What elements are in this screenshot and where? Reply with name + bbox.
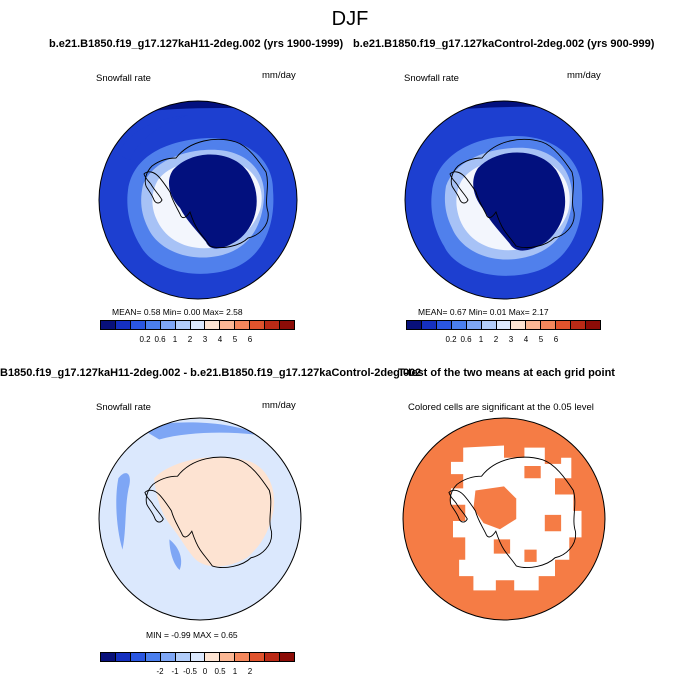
panel1-stats: MEAN= 0.58 Min= 0.00 Max= 2.58 <box>112 307 243 317</box>
panel1-colorbar-ticks: 0.2 0.6 1 2 3 4 5 6 <box>100 335 295 347</box>
colorbar-swatch <box>190 321 206 329</box>
colorbar-swatch <box>205 321 221 329</box>
colorbar-swatch <box>220 321 236 329</box>
colorbar-tick-label: 0.5 <box>214 667 226 676</box>
colorbar-swatch <box>481 321 497 329</box>
colorbar-tick-label: 6 <box>247 335 253 344</box>
colorbar-tick-label: -2 <box>156 667 164 676</box>
colorbar-swatch <box>511 321 527 329</box>
panel3-colorbar-ticks: -2 -1 -0.5 0 0.5 1 2 <box>100 667 295 679</box>
colorbar-swatch <box>160 653 176 661</box>
colorbar-swatch <box>407 321 422 329</box>
colorbar-swatch <box>265 653 281 661</box>
colorbar-tick-label: 5 <box>232 335 238 344</box>
colorbar-swatch <box>130 321 146 329</box>
panel3-variable-label: Snowfall rate <box>96 402 151 413</box>
colorbar-tick-label: -0.5 <box>183 667 197 676</box>
panel3-stats: MIN = -0.99 MAX = 0.65 <box>146 630 238 640</box>
colorbar-swatch <box>496 321 512 329</box>
main-title: DJF <box>331 8 369 30</box>
colorbar-tick-label: -1 <box>171 667 179 676</box>
colorbar-tick-label: 1 <box>232 667 238 676</box>
colorbar-swatch <box>571 321 587 329</box>
colorbar-swatch <box>160 321 176 329</box>
panel1-variable-label: Snowfall rate <box>96 73 151 84</box>
colorbar-swatch <box>220 653 236 661</box>
panel2-polar-map <box>404 100 604 300</box>
colorbar-swatch <box>556 321 572 329</box>
colorbar-tick-label: 0.6 <box>460 335 472 344</box>
colorbar-swatch <box>436 321 452 329</box>
colorbar-swatch <box>130 653 146 661</box>
panel4-case-title: T-test of the two means at each grid poi… <box>398 367 615 379</box>
panel1-case-title: b.e21.B1850.f19_g17.127kaH11-2deg.002 (y… <box>49 38 344 50</box>
colorbar-swatch <box>280 321 294 329</box>
colorbar-swatch <box>115 653 131 661</box>
colorbar-swatch <box>115 321 131 329</box>
colorbar-swatch <box>466 321 482 329</box>
colorbar-swatch <box>190 653 206 661</box>
colorbar-swatch <box>526 321 542 329</box>
colorbar-swatch <box>265 321 281 329</box>
colorbar-tick-label: 0.6 <box>154 335 166 344</box>
colorbar-swatch <box>205 653 221 661</box>
colorbar-swatch <box>175 653 191 661</box>
colorbar-tick-label: 3 <box>202 335 208 344</box>
colorbar-swatch <box>235 321 251 329</box>
panel2-stats: MEAN= 0.67 Min= 0.01 Max= 2.17 <box>418 307 549 317</box>
colorbar-swatch <box>175 321 191 329</box>
colorbar-tick-label: 1 <box>172 335 178 344</box>
panel1-polar-map <box>98 100 298 300</box>
panel2-units: mm/day <box>567 70 601 81</box>
panel3-polar-map <box>98 417 302 621</box>
colorbar-swatch <box>101 321 116 329</box>
panel3-colorbar <box>100 652 295 662</box>
colorbar-swatch <box>145 653 161 661</box>
panel2-colorbar <box>406 320 601 330</box>
colorbar-swatch <box>280 653 294 661</box>
colorbar-swatch <box>541 321 557 329</box>
panel4-subtitle: Colored cells are significant at the 0.0… <box>408 402 594 413</box>
colorbar-tick-label: 3 <box>508 335 514 344</box>
colorbar-tick-label: 2 <box>247 667 253 676</box>
colorbar-tick-label: 0 <box>202 667 208 676</box>
colorbar-tick-label: 4 <box>523 335 529 344</box>
colorbar-tick-label: 5 <box>538 335 544 344</box>
colorbar-swatch <box>101 653 116 661</box>
panel4-significance-map <box>402 417 606 621</box>
panel2-variable-label: Snowfall rate <box>404 73 459 84</box>
panel1-units: mm/day <box>262 70 296 81</box>
colorbar-tick-label: 0.2 <box>139 335 151 344</box>
panel3-case-title: B1850.f19_g17.127kaH11-2deg.002 - b.e21.… <box>0 367 422 379</box>
colorbar-tick-label: 4 <box>217 335 223 344</box>
colorbar-swatch <box>145 321 161 329</box>
colorbar-tick-label: 6 <box>553 335 559 344</box>
colorbar-swatch <box>235 653 251 661</box>
colorbar-swatch <box>250 653 266 661</box>
panel1-colorbar <box>100 320 295 330</box>
colorbar-swatch <box>250 321 266 329</box>
panel2-case-title: b.e21.B1850.f19_g17.127kaControl-2deg.00… <box>353 38 655 50</box>
colorbar-tick-label: 0.2 <box>445 335 457 344</box>
colorbar-tick-label: 1 <box>478 335 484 344</box>
colorbar-swatch <box>586 321 600 329</box>
colorbar-swatch <box>451 321 467 329</box>
panel3-units: mm/day <box>262 400 296 411</box>
colorbar-tick-label: 2 <box>187 335 193 344</box>
panel2-colorbar-ticks: 0.2 0.6 1 2 3 4 5 6 <box>406 335 601 347</box>
colorbar-tick-label: 2 <box>493 335 499 344</box>
colorbar-swatch <box>421 321 437 329</box>
